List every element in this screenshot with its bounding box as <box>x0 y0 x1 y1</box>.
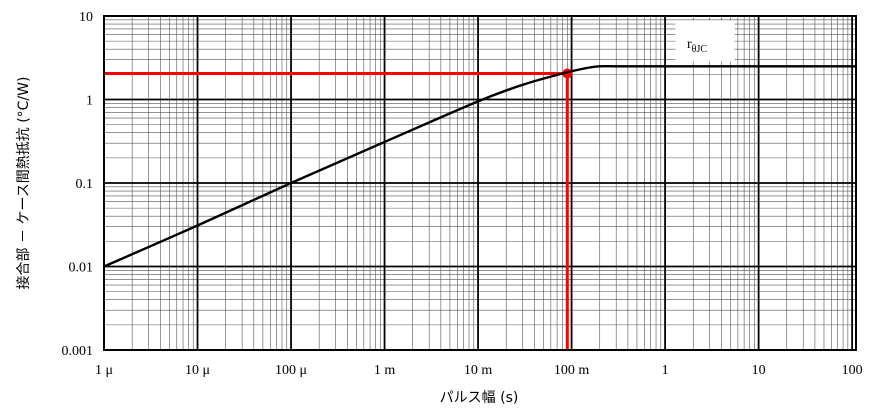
highlight-annotation <box>104 68 573 350</box>
y-tick-label: 0.01 <box>69 261 94 276</box>
y-axis-title: 接合部 － ケース間熱抵抗 (°C/W) <box>15 77 32 290</box>
series-layer <box>103 64 856 268</box>
x-tick-label: 1 m <box>374 363 396 378</box>
x-tick-label: 100 μ <box>275 363 307 378</box>
y-tick-label: 0.001 <box>62 344 94 359</box>
y-tick-label: 1 <box>86 94 93 109</box>
plot-frame <box>103 15 857 351</box>
y-tick-labels: 10 1 0.1 0.01 0.001 <box>62 10 94 359</box>
x-tick-label: 10 m <box>464 363 493 378</box>
x-tick-label: 10 μ <box>185 363 210 378</box>
x-tick-label: 10 <box>752 363 766 378</box>
legend-label: rθJC <box>687 37 707 55</box>
x-axis-title: パルス幅 (s) <box>440 390 519 406</box>
series-line-0 <box>103 64 856 268</box>
y-tick-label: 10 <box>79 10 93 25</box>
legend-label-sub: θJC <box>692 44 708 55</box>
x-tick-labels: 1 μ 10 μ 100 μ 1 m 10 m 100 m 1 10 100 <box>95 363 863 378</box>
y-tick-label: 0.1 <box>76 177 94 192</box>
x-tick-label: 100 <box>842 363 863 378</box>
legend-label-base: r <box>687 37 692 52</box>
plot-border <box>103 15 857 351</box>
x-tick-label: 1 <box>662 363 669 378</box>
x-tick-label: 1 μ <box>95 363 113 378</box>
x-tick-label: 100 m <box>554 363 590 378</box>
legend: rθJC <box>675 20 735 62</box>
legend-box <box>675 20 735 62</box>
